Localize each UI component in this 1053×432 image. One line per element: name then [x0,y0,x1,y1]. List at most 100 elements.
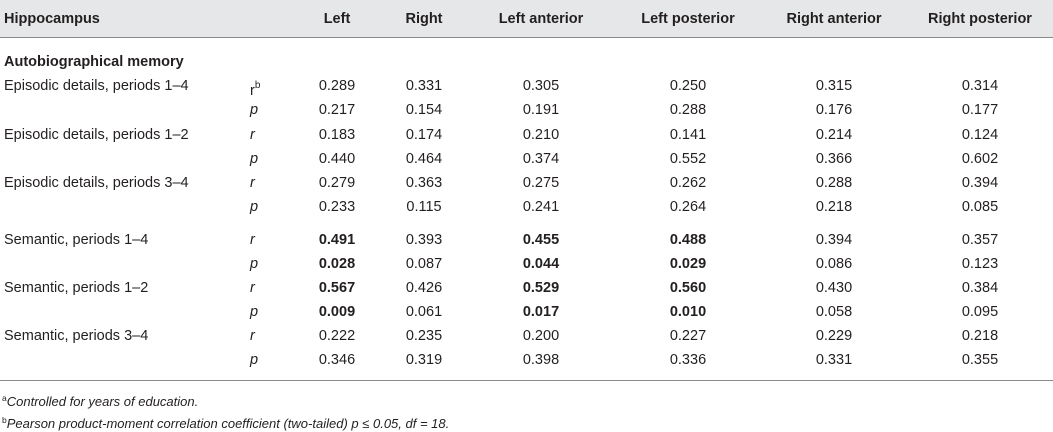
row-stat-text: r [250,127,255,143]
table-cell: 0.085 [961,199,999,215]
table-cell: 0.141 [669,127,707,143]
table-cell: 0.214 [815,127,853,143]
table-cell: 0.218 [815,199,853,215]
table-cell: 0.200 [522,328,560,344]
footnote-a-text: Controlled for years of education. [6,394,199,409]
row-stat: p [250,302,258,322]
table-cell: 0.567 [318,280,356,296]
row-stat-text: r [250,328,255,344]
table-cell: 0.366 [815,151,853,167]
table-cell: 0.355 [961,352,999,368]
table-cell: 0.010 [669,304,707,320]
table-cell: 0.044 [522,256,560,272]
table-cell: 0.241 [522,199,560,215]
row-stat: rb [250,76,260,101]
header-col-2: Left anterior [498,11,584,27]
table-cell: 0.191 [522,102,560,118]
table-cell: 0.279 [318,175,356,191]
table-cell: 0.394 [815,232,853,248]
table-cell: 0.464 [405,151,443,167]
table-cell: 0.288 [669,102,707,118]
row-stat-text: r [250,232,255,248]
table-cell: 0.017 [522,304,560,320]
table-cell: 0.430 [815,280,853,296]
footnote-b: bPearson product-moment correlation coef… [2,415,449,431]
table-cell: 0.426 [405,280,443,296]
table-cell: 0.227 [669,328,707,344]
table-cell: 0.602 [961,151,999,167]
row-stat: r [250,230,255,250]
row-stat: p [250,350,258,370]
table-cell: 0.264 [669,199,707,215]
table-cell: 0.455 [522,232,560,248]
table-cell: 0.319 [405,352,443,368]
table-cell: 0.183 [318,127,356,143]
table-cell: 0.384 [961,280,999,296]
section-title: Autobiographical memory [4,54,184,70]
table-cell: 0.250 [669,78,707,94]
table-cell: 0.331 [815,352,853,368]
row-stat: r [250,125,255,145]
table-cell: 0.552 [669,151,707,167]
table-cell: 0.305 [522,78,560,94]
table-cell: 0.124 [961,127,999,143]
table-cell: 0.095 [961,304,999,320]
row-stat: r [250,173,255,193]
table-cell: 0.488 [669,232,707,248]
table-cell: 0.275 [522,175,560,191]
table-cell: 0.288 [815,175,853,191]
table-cell: 0.233 [318,199,356,215]
table-cell: 0.235 [405,328,443,344]
header-title: Hippocampus [4,11,100,27]
table-cell: 0.560 [669,280,707,296]
table-cell: 0.028 [318,256,356,272]
row-stat-text: p [250,352,259,368]
row-label: Episodic details, periods 1–4 [4,78,189,94]
header-col-5: Right posterior [928,11,1032,27]
row-stat: p [250,254,258,274]
footnote-b-mark: b [2,415,7,425]
footnote-a: aControlled for years of education. [2,393,198,409]
row-stat-text: p [250,199,259,215]
table-cell: 0.086 [815,256,853,272]
row-stat: p [250,149,258,169]
table-cell: 0.061 [405,304,443,320]
table-cell: 0.009 [318,304,356,320]
table-cell: 0.374 [522,151,560,167]
row-stat-text: p [250,304,259,320]
table-cell: 0.115 [406,199,442,215]
table-cell: 0.123 [961,256,999,272]
table-cell: 0.176 [815,102,853,118]
table-cell: 0.363 [405,175,443,191]
table-cell: 0.210 [522,127,560,143]
table-cell: 0.058 [815,304,853,320]
table-cell: 0.177 [961,102,999,118]
header-col-0: Left [323,11,351,27]
row-stat-text: r [250,175,255,191]
table-cell: 0.222 [318,328,356,344]
table-cell: 0.346 [318,352,356,368]
row-stat: p [250,100,258,120]
header-divider [0,37,1053,38]
table-cell: 0.029 [669,256,707,272]
table-cell: 0.336 [669,352,707,368]
row-stat-text: r [250,280,255,296]
table-cell: 0.154 [405,102,443,118]
table-cell: 0.357 [961,232,999,248]
table-cell: 0.262 [669,175,707,191]
table-cell: 0.229 [815,328,853,344]
footnote-a-mark: a [2,393,7,403]
table-cell: 0.218 [961,328,999,344]
row-stat: r [250,326,255,346]
row-label: Semantic, periods 1–4 [4,232,149,248]
table-cell: 0.529 [522,280,560,296]
row-label: Semantic, periods 3–4 [4,328,149,344]
header-col-1: Right [405,11,443,27]
stat-footnote-mark: b [254,80,261,91]
row-stat: p [250,197,258,217]
row-label: Episodic details, periods 3–4 [4,175,189,191]
table-cell: 0.217 [318,102,356,118]
table-cell: 0.331 [405,78,443,94]
row-label: Episodic details, periods 1–2 [4,127,189,143]
table-cell: 0.314 [961,78,999,94]
